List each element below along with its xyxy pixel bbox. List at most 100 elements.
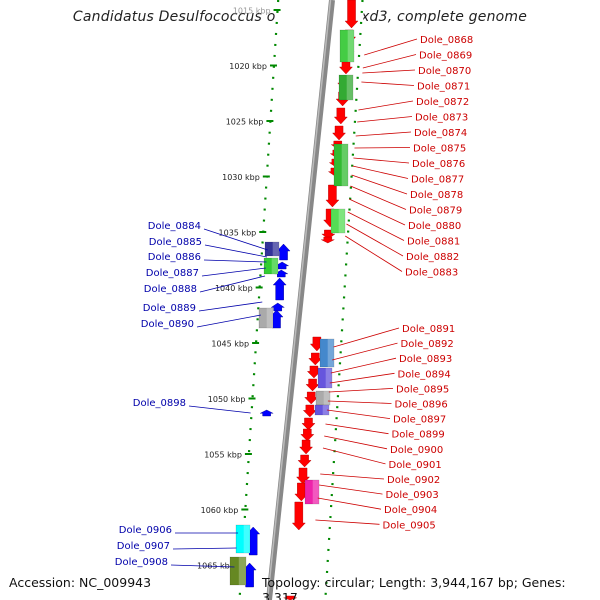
category-block-shade	[341, 144, 348, 186]
category-block-shade	[347, 30, 354, 62]
forward-gene-arrow	[305, 378, 320, 392]
reverse-gene-leader	[199, 275, 266, 293]
forward-gene-label: Dole_0895	[396, 384, 449, 395]
reverse-gene-leader	[203, 259, 267, 263]
forward-gene-arrow	[299, 439, 314, 455]
forward-gene-arrow	[291, 501, 306, 531]
ruler-label: 1020 kbp	[229, 62, 267, 71]
forward-gene-label: Dole_0875	[413, 144, 466, 155]
forward-gene-leader	[325, 423, 389, 435]
reverse-gene-leader	[198, 301, 263, 312]
ruler-label: 1050 kbp	[208, 395, 246, 404]
category-block-shade	[346, 75, 353, 100]
forward-gene-leader	[315, 519, 380, 525]
forward-gene-leader	[346, 223, 404, 257]
forward-gene-arrow	[321, 236, 335, 244]
forward-gene-arrow	[300, 428, 315, 442]
forward-gene-label: Dole_0901	[389, 460, 442, 471]
category-block-shade	[238, 557, 246, 585]
category-block	[258, 307, 274, 329]
forward-gene-arrow	[333, 107, 348, 125]
forward-gene-leader	[327, 400, 392, 404]
ruler-label: 1055 kbp	[204, 451, 242, 460]
forward-gene-label: Dole_0869	[419, 51, 472, 62]
forward-gene-leader	[317, 497, 382, 510]
reverse-gene-label: Dole_0887	[146, 268, 199, 279]
reverse-gene-label: Dole_0889	[143, 303, 196, 314]
forward-gene-leader	[333, 327, 400, 348]
reverse-gene-leader	[201, 267, 266, 277]
forward-gene-leader	[345, 235, 403, 272]
forward-gene-label: Dole_0883	[405, 268, 458, 279]
forward-gene-leader	[354, 147, 411, 149]
reverse-gene-leader	[203, 228, 268, 251]
category-block-shade	[312, 480, 319, 504]
forward-gene-leader	[329, 372, 395, 384]
forward-gene-leader	[347, 211, 405, 241]
forward-gene-arrow	[304, 391, 319, 405]
forward-gene-label: Dole_0871	[417, 82, 470, 93]
ruler-label: 1065 kbp	[197, 562, 235, 571]
forward-gene-leader	[351, 174, 408, 195]
category-block-shade	[322, 405, 329, 415]
reverse-gene-label: Dole_0898	[133, 398, 186, 409]
forward-gene-label: Dole_0872	[416, 97, 469, 108]
ruler-label: 1060 kbp	[201, 506, 239, 515]
forward-gene-leader	[330, 357, 397, 374]
forward-gene-label: Dole_0902	[387, 475, 440, 486]
forward-gene-label: Dole_0897	[393, 415, 446, 426]
forward-gene-leader	[361, 81, 415, 86]
reverse-gene-leader	[204, 244, 268, 258]
forward-gene-label: Dole_0874	[414, 128, 467, 139]
category-block	[330, 208, 346, 234]
genome-backbone	[266, 0, 335, 600]
category-block-shade	[338, 209, 345, 233]
reverse-gene-leader	[188, 405, 251, 414]
forward-gene-label: Dole_0891	[402, 324, 455, 335]
reverse-gene-label: Dole_0884	[148, 221, 201, 232]
forward-gene-arrow	[306, 365, 321, 379]
forward-gene-arrow	[325, 184, 340, 208]
forward-gene-leader	[357, 116, 413, 123]
reverse-gene-label: Dole_0885	[149, 237, 202, 248]
forward-gene-leader	[322, 447, 386, 465]
forward-gene-label: Dole_0904	[384, 505, 437, 516]
forward-gene-label: Dole_0900	[390, 445, 443, 456]
ruler-label: 1030 kbp	[222, 173, 260, 182]
reverse-gene-leader	[170, 564, 235, 568]
reverse-gene-label: Dole_0886	[148, 252, 201, 263]
category-block	[235, 524, 251, 554]
category-block-shade	[243, 525, 250, 553]
forward-gene-leader	[350, 185, 407, 210]
ruler-label: 1035 kbp	[219, 229, 257, 238]
forward-gene-arrow	[301, 417, 316, 431]
forward-gene-label: Dole_0880	[408, 221, 461, 232]
forward-gene-label: Dole_0879	[409, 206, 462, 217]
reverse-gene-arrow	[260, 409, 274, 417]
forward-gene-label: Dole_0903	[386, 490, 439, 501]
reverse-gene-leader	[196, 314, 261, 328]
ruler-label: 1045 kbp	[211, 340, 249, 349]
forward-gene-arrow	[302, 404, 317, 418]
category-block-shade	[266, 308, 273, 328]
forward-gene-label: Dole_0881	[407, 237, 460, 248]
category-block	[333, 143, 349, 187]
forward-gene-label: Dole_0876	[412, 159, 465, 170]
accession-text: Accession: NC_009943	[9, 575, 152, 590]
forward-gene-leader	[355, 131, 412, 137]
forward-gene-arrow	[332, 125, 346, 141]
left-guide-line	[238, 0, 280, 600]
forward-gene-leader	[324, 435, 388, 450]
forward-gene-label: Dole_0905	[383, 520, 436, 531]
reverse-gene-label: Dole_0888	[144, 284, 197, 295]
category-block	[338, 74, 354, 101]
forward-gene-label: Dole_0894	[398, 369, 451, 380]
reverse-gene-label: Dole_0907	[117, 541, 170, 552]
forward-gene-arrow	[344, 0, 359, 29]
category-block	[319, 338, 335, 368]
reverse-gene-label: Dole_0906	[119, 525, 172, 536]
forward-gene-label: Dole_0870	[418, 66, 471, 77]
forward-gene-label: Dole_0893	[399, 354, 452, 365]
